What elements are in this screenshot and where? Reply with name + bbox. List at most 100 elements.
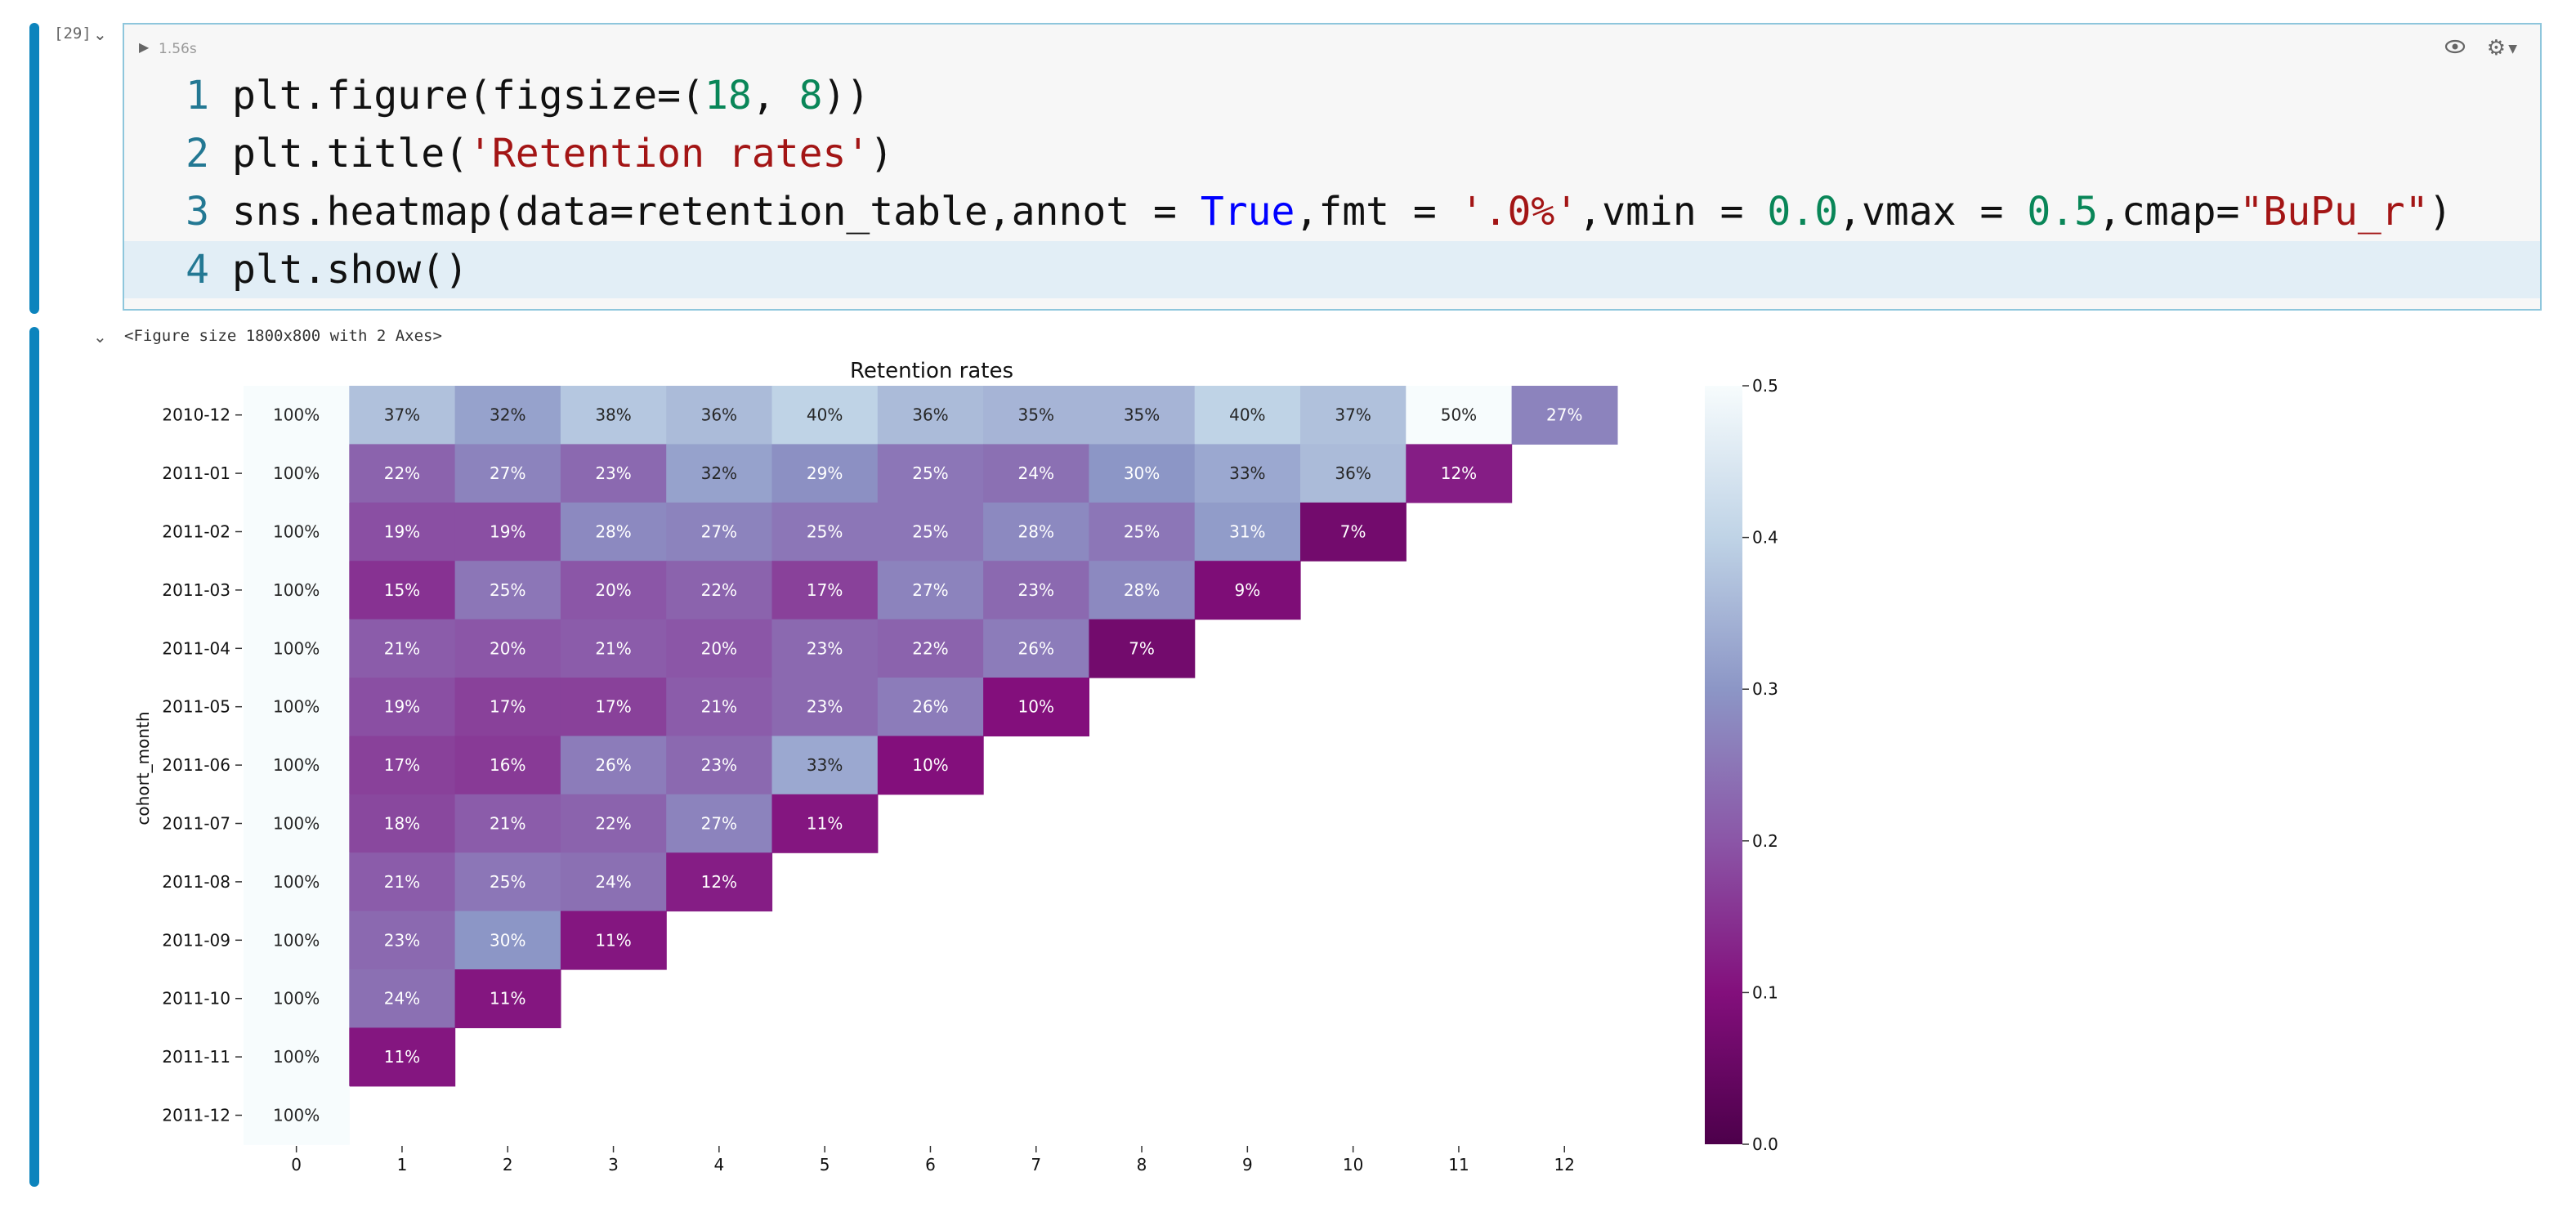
cell-toolbar-icon[interactable]: ⚙ bbox=[2486, 36, 2506, 60]
x-tick-label: 7 bbox=[1031, 1155, 1041, 1174]
code-line[interactable]: 4 plt.show() bbox=[124, 241, 2540, 298]
cell-annotation: 25% bbox=[912, 522, 948, 542]
execution-count: [29] bbox=[54, 25, 92, 43]
heatmap-cell bbox=[454, 502, 561, 562]
heatmap-cell bbox=[560, 736, 667, 795]
y-tick-labels: 2010-12 2011-01 2011-02 2011-03 2011-04 2011-… bbox=[162, 405, 242, 1125]
code-token: 'Retention rates' bbox=[467, 131, 870, 177]
heatmap-cell bbox=[1194, 502, 1301, 562]
heatmap-cell bbox=[983, 386, 1089, 445]
cell-annotation: 27% bbox=[1546, 405, 1582, 425]
heatmap-cell bbox=[560, 678, 667, 736]
heatmap-cell bbox=[349, 852, 456, 912]
cell-annotation: 35% bbox=[1018, 405, 1054, 425]
cell-annotation: 9% bbox=[1234, 580, 1260, 600]
cell-annotation: 37% bbox=[1335, 405, 1371, 425]
cell-annotation: 22% bbox=[384, 463, 420, 483]
cell-annotation: 100% bbox=[273, 638, 320, 658]
heatmap-cell bbox=[1089, 561, 1196, 620]
y-tick-label: 2011-11 bbox=[162, 1047, 230, 1067]
cell-annotation: 36% bbox=[1335, 463, 1371, 483]
cell-annotation: 100% bbox=[273, 405, 320, 425]
y-tick-label: 2011-08 bbox=[162, 872, 230, 892]
heatmap-cell bbox=[560, 502, 667, 562]
heatmap-cell bbox=[877, 561, 984, 620]
cell-annotation: 17% bbox=[384, 755, 420, 775]
cell-annotation: 26% bbox=[912, 697, 948, 717]
heatmap-cell bbox=[1511, 386, 1618, 445]
y-tick-label: 2011-10 bbox=[162, 989, 230, 1009]
cell-annotation: 17% bbox=[490, 697, 525, 717]
output-selection-bar[interactable] bbox=[29, 327, 39, 1187]
code-line[interactable]: 1 plt.figure(figsize=(18, 8)) bbox=[124, 67, 2540, 124]
cell-annotation: 36% bbox=[701, 405, 737, 425]
code-token: plt.show() bbox=[232, 247, 468, 293]
chevron-down-icon[interactable]: ⌄ bbox=[93, 25, 107, 44]
code-token: True bbox=[1200, 189, 1295, 235]
heatmap-cell bbox=[349, 969, 456, 1028]
cell-annotation: 24% bbox=[595, 872, 631, 892]
heatmap-cell bbox=[666, 386, 773, 445]
code-line[interactable]: 2 plt.title('Retention rates') bbox=[124, 125, 2540, 182]
heatmap-cell bbox=[666, 502, 773, 562]
heatmap-cell bbox=[1194, 561, 1301, 620]
chevron-down-icon[interactable]: ⌄ bbox=[93, 327, 107, 347]
colorbar-tick-label: 0.4 bbox=[1752, 528, 1778, 548]
heatmap-cell bbox=[560, 386, 667, 445]
cell-annotation: 23% bbox=[807, 638, 843, 658]
heatmap-cell bbox=[1194, 444, 1301, 503]
heatmap-cell bbox=[349, 911, 456, 970]
heatmap-cells: 100% 37% 32% 38% 36% 40% 36% 35% 35% 40% 37% 50% 27%… bbox=[244, 386, 1618, 1145]
heatmap-cell bbox=[454, 678, 561, 736]
cell-annotation: 100% bbox=[273, 1106, 320, 1125]
code-token: ) bbox=[870, 131, 894, 177]
code-line[interactable]: 3 sns.heatmap(data=retention_table,annot … bbox=[124, 183, 2540, 240]
y-tick-label: 2011-01 bbox=[162, 463, 230, 483]
heatmap-cell bbox=[877, 678, 984, 736]
heatmap-cell bbox=[349, 502, 456, 562]
heatmap-cell bbox=[877, 736, 984, 795]
eye-icon[interactable] bbox=[2444, 36, 2466, 60]
heatmap-cell bbox=[244, 619, 350, 678]
heatmap-cell bbox=[454, 911, 561, 970]
cell-annotation: 11% bbox=[595, 930, 631, 950]
y-tick-label: 2011-09 bbox=[162, 930, 230, 950]
code-editor[interactable]: ▶ 1.56s ⚙ ▼ 1 plt.figure(figsize=(18, 8))… bbox=[123, 23, 2542, 311]
cell-annotation: 27% bbox=[701, 814, 737, 834]
cell-annotation: 38% bbox=[595, 405, 631, 425]
cell-annotation: 27% bbox=[490, 463, 525, 483]
cell-selection-bar[interactable] bbox=[29, 23, 39, 314]
cell-annotation: 25% bbox=[807, 522, 843, 542]
y-tick-label: 2011-03 bbox=[162, 580, 230, 600]
cell-annotation: 29% bbox=[807, 463, 843, 483]
heatmap-cell bbox=[983, 561, 1089, 620]
y-axis-label: cohort_month bbox=[133, 711, 153, 825]
run-triangle-icon[interactable]: ▶ bbox=[139, 39, 150, 55]
figure-label: <Figure size 1800x800 with 2 Axes> bbox=[124, 327, 442, 345]
heatmap-cell bbox=[244, 561, 350, 620]
y-tick-label: 2011-06 bbox=[162, 755, 230, 775]
y-tick-label: 2011-12 bbox=[162, 1106, 230, 1125]
cell-annotation: 19% bbox=[384, 697, 420, 717]
code-token: ,cmap= bbox=[2098, 189, 2240, 235]
code-token: ,fmt = bbox=[1295, 189, 1460, 235]
heatmap-cell bbox=[560, 852, 667, 912]
cell-annotation: 31% bbox=[1229, 522, 1265, 542]
heatmap-cell bbox=[349, 444, 456, 503]
chevron-down-icon[interactable]: ▼ bbox=[2508, 43, 2517, 56]
heatmap-cell bbox=[1089, 502, 1196, 562]
cell-annotation: 10% bbox=[1018, 697, 1054, 717]
cell-annotation: 33% bbox=[1229, 463, 1265, 483]
code-token: )) bbox=[822, 73, 870, 119]
colorbar-ticks: 0.0 0.1 0.2 0.3 0.4 0.5 bbox=[1742, 376, 1778, 1154]
cell-annotation: 21% bbox=[595, 638, 631, 658]
cell-annotation: 23% bbox=[1018, 580, 1054, 600]
cell-annotation: 12% bbox=[701, 872, 737, 892]
line-number: 1 bbox=[186, 73, 209, 119]
chart-title: Retention rates bbox=[850, 359, 1013, 383]
heatmap-cell bbox=[454, 736, 561, 795]
code-token: ) bbox=[2428, 189, 2453, 235]
cell-annotation: 21% bbox=[384, 638, 420, 658]
cell-annotation: 26% bbox=[595, 755, 631, 775]
heatmap-cell bbox=[983, 619, 1089, 678]
